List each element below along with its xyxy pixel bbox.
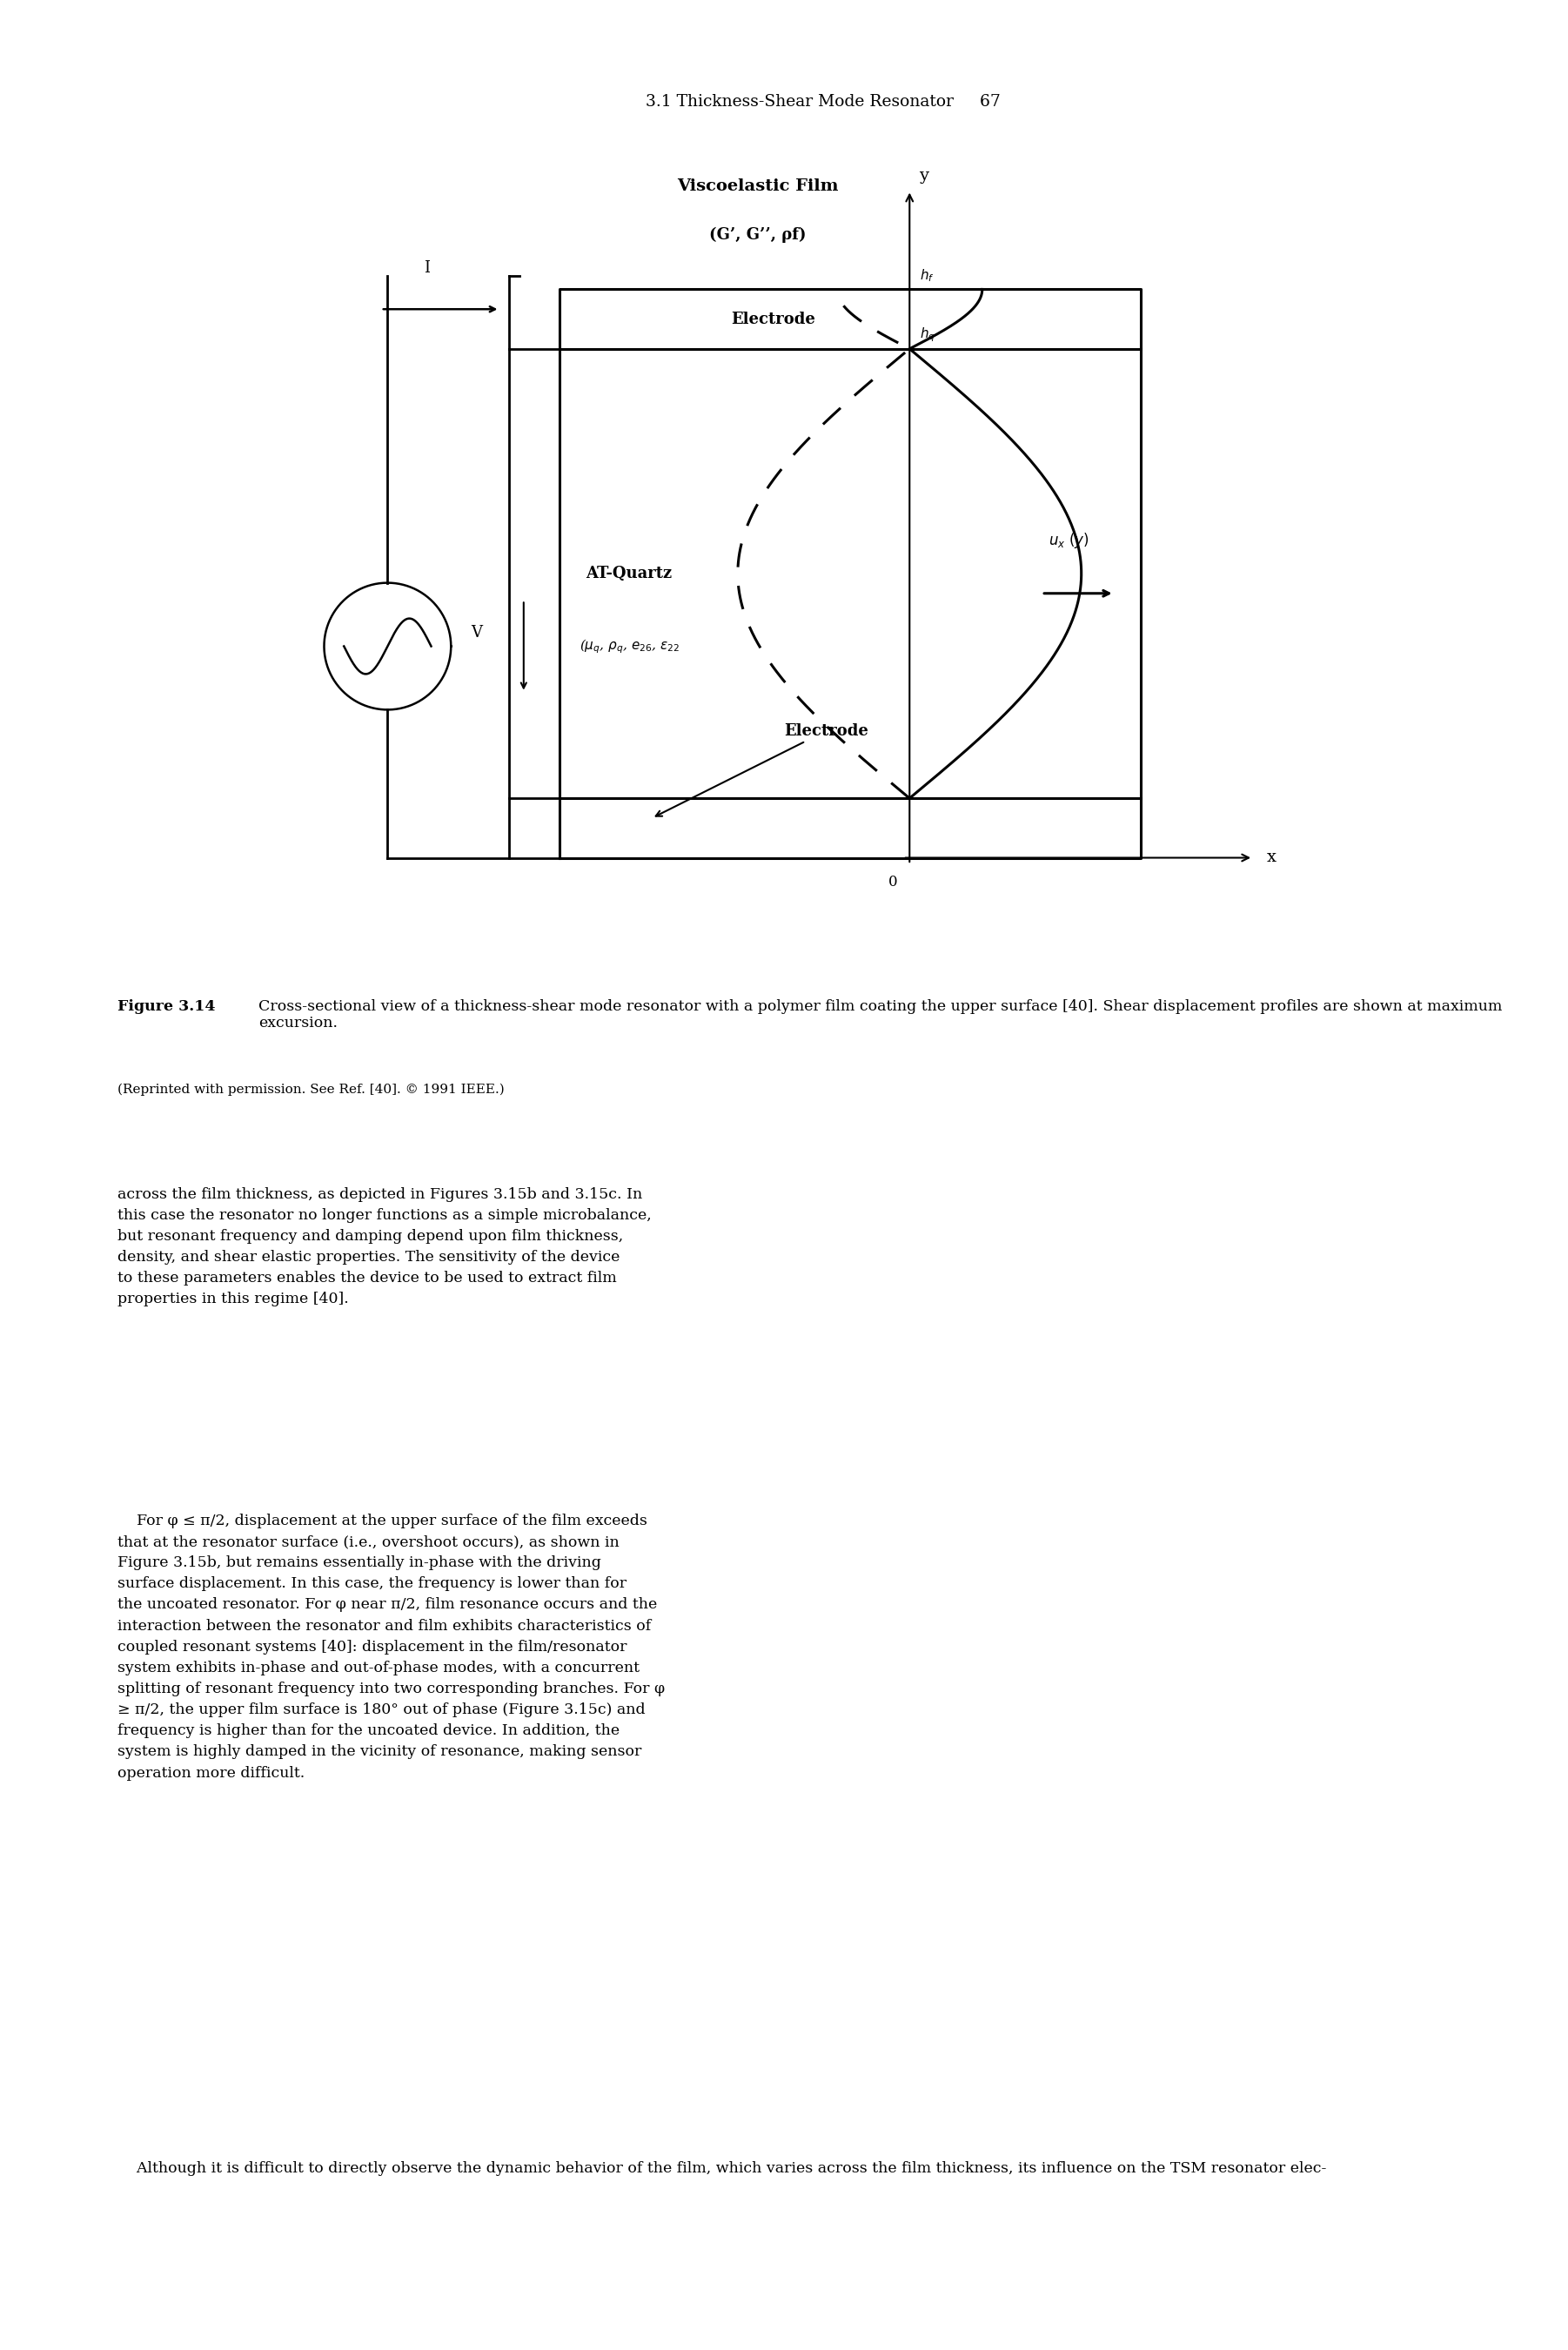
Text: 3.1 Thickness-Shear Mode Resonator     67: 3.1 Thickness-Shear Mode Resonator 67 (646, 94, 1000, 110)
Text: I: I (423, 261, 430, 277)
Text: AT-Quartz: AT-Quartz (586, 566, 673, 580)
Text: x: x (1267, 851, 1276, 865)
Text: 0: 0 (889, 874, 897, 891)
Text: Although it is difficult to directly observe the dynamic behavior of the film, w: Although it is difficult to directly obs… (118, 2162, 1327, 2176)
Text: ($\mu_q$, $\rho_q$, $e_{26}$, $\varepsilon_{22}$: ($\mu_q$, $\rho_q$, $e_{26}$, $\varepsil… (579, 637, 679, 656)
Text: Cross-sectional view of a thickness-shear mode resonator with a polymer film coa: Cross-sectional view of a thickness-shea… (259, 999, 1502, 1032)
Text: Figure 3.14: Figure 3.14 (118, 999, 215, 1013)
Text: V: V (470, 625, 481, 642)
Text: Electrode: Electrode (731, 310, 815, 327)
Text: $h_q$: $h_q$ (920, 327, 936, 343)
Text: For φ ≤ π/2, displacement at the upper surface of the film exceeds
that at the r: For φ ≤ π/2, displacement at the upper s… (118, 1513, 665, 1781)
Text: Electrode: Electrode (655, 724, 869, 815)
Text: $u_x\ (y)$: $u_x\ (y)$ (1049, 531, 1088, 550)
Text: $h_f$: $h_f$ (920, 268, 935, 284)
Text: (G’, G’’, ρf): (G’, G’’, ρf) (709, 228, 806, 242)
Text: across the film thickness, as depicted in Figures 3.15b and 3.15c. In
this case : across the film thickness, as depicted i… (118, 1187, 652, 1307)
Text: Viscoelastic Film: Viscoelastic Film (677, 179, 839, 195)
Text: (Reprinted with permission. See Ref. [40]. © 1991 IEEE.): (Reprinted with permission. See Ref. [40… (118, 1083, 505, 1095)
Text: y: y (919, 167, 928, 183)
